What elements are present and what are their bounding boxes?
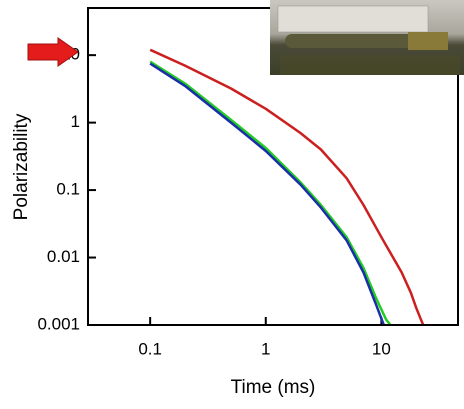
y-tick-label: 1 [71,112,80,131]
photo-inset [270,0,464,75]
x-tick-label: 1 [261,339,270,358]
x-tick-label: 0.1 [138,339,162,358]
arrow-annotation [27,37,79,67]
x-axis-title: Time (ms) [231,377,316,398]
data-line [149,48,425,326]
data-line [149,60,392,326]
data-line [149,62,385,326]
y-tick-label: 0.001 [37,314,80,333]
y-tick-label: 0.1 [56,180,80,199]
y-tick-label: 0.01 [47,247,80,266]
x-tick-label: 10 [372,339,391,358]
y-axis-title: Polarizability [11,113,32,220]
